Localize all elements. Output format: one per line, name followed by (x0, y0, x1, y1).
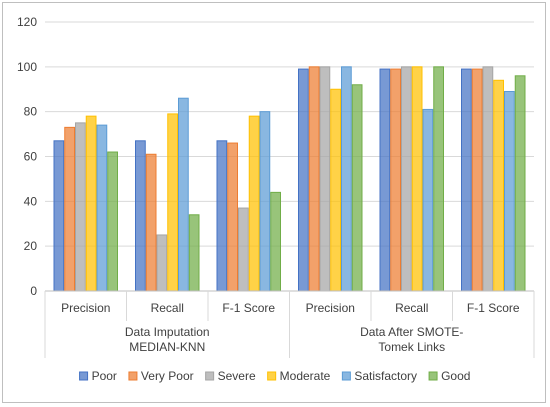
y-tick-label: 100 (17, 60, 37, 74)
bar-severe (482, 66, 494, 292)
bar-severe (401, 66, 412, 292)
bar-moderate (411, 66, 423, 292)
x-tick-label: Precision (306, 301, 355, 315)
y-tick-label: 40 (24, 194, 38, 208)
legend-label: Moderate (280, 369, 331, 383)
bar-moderate (493, 79, 504, 292)
bar-severe (75, 122, 86, 292)
group-label: Data Imputation (125, 325, 210, 339)
group-label: Data After SMOTE- (360, 325, 463, 339)
x-tick-label: F-1 Score (467, 301, 520, 315)
bar-satisfactory (504, 90, 515, 292)
bar-moderate (330, 88, 341, 292)
bar-poor (379, 68, 391, 292)
bar-good (514, 75, 526, 292)
legend-label: Severe (218, 369, 256, 383)
bar-very-poor (64, 126, 75, 292)
bar-very-poor (227, 142, 238, 292)
legend-label: Poor (92, 369, 117, 383)
bar-poor (53, 140, 65, 292)
bar-good (270, 191, 281, 292)
y-tick-label: 120 (17, 15, 37, 29)
y-tick-label: 20 (24, 239, 38, 253)
y-tick-label: 80 (24, 105, 38, 119)
bar-satisfactory (178, 97, 189, 292)
bar-very-poor (145, 153, 157, 292)
x-tick-label: Recall (395, 301, 428, 315)
legend-label: Satisfactory (354, 369, 417, 383)
legend-label: Good (441, 369, 470, 383)
legend-swatch (205, 371, 215, 381)
bar-severe (156, 234, 168, 292)
bar-moderate (167, 113, 178, 292)
legend-swatch (341, 371, 351, 381)
bar-satisfactory (259, 111, 271, 292)
bar-poor (216, 140, 228, 292)
group-label: Tomek Links (378, 340, 445, 354)
legend-swatch (267, 371, 277, 381)
x-tick-label: Precision (61, 301, 110, 315)
bar-very-poor (390, 68, 401, 292)
bar-very-poor (308, 66, 320, 292)
bar-good (107, 151, 118, 292)
legend-swatch (428, 371, 438, 381)
x-tick-label: Recall (151, 301, 184, 315)
bar-very-poor (471, 68, 483, 292)
bar-satisfactory (341, 66, 352, 292)
bar-severe (238, 207, 249, 292)
x-tick-label: F-1 Score (222, 301, 275, 315)
legend-swatch (128, 371, 138, 381)
y-tick-label: 60 (24, 150, 38, 164)
bar-good (188, 214, 200, 292)
bar-good (433, 66, 444, 292)
bar-poor (461, 68, 472, 292)
group-label: MEDIAN-KNN (129, 340, 205, 354)
bar-poor (135, 140, 146, 292)
legend-label: Very Poor (141, 369, 194, 383)
bar-good (351, 84, 363, 292)
bar-moderate (85, 115, 97, 292)
bar-poor (298, 68, 309, 292)
legend-swatch (79, 371, 89, 381)
bar-moderate (248, 115, 260, 292)
bar-severe (319, 66, 331, 292)
bar-satisfactory (96, 124, 108, 292)
bar-satisfactory (422, 108, 434, 292)
y-tick-label: 0 (30, 284, 37, 298)
